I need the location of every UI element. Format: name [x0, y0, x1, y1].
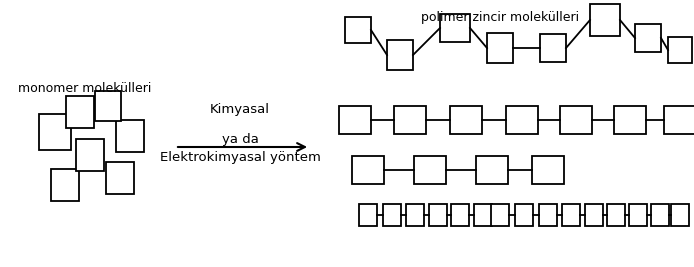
Bar — [406, 204, 424, 226]
Bar — [590, 4, 620, 36]
Bar — [532, 156, 564, 184]
Bar — [51, 169, 79, 201]
Bar — [339, 106, 371, 134]
Bar — [539, 204, 557, 226]
Bar — [387, 40, 413, 70]
Bar — [562, 204, 580, 226]
Bar — [474, 204, 492, 226]
Bar — [487, 33, 513, 63]
Bar — [450, 106, 482, 134]
Bar — [359, 204, 377, 226]
Bar — [585, 204, 603, 226]
Text: Kimyasal: Kimyasal — [210, 104, 270, 116]
Bar — [345, 17, 371, 43]
Bar — [668, 37, 692, 63]
Bar — [491, 204, 509, 226]
Bar — [352, 156, 384, 184]
Bar — [106, 162, 134, 194]
Text: ya da: ya da — [221, 134, 258, 147]
Bar — [383, 204, 401, 226]
Text: polimer zincir molekülleri: polimer zincir molekülleri — [421, 11, 579, 25]
Bar — [629, 204, 647, 226]
Bar — [614, 106, 646, 134]
Bar — [506, 106, 538, 134]
Bar — [429, 204, 447, 226]
Text: Elektrokimyasal yöntem: Elektrokimyasal yöntem — [160, 151, 321, 164]
Text: monomer molekülleri: monomer molekülleri — [18, 81, 151, 95]
Bar — [476, 156, 508, 184]
Bar — [414, 156, 446, 184]
Bar — [515, 204, 533, 226]
Bar — [540, 34, 566, 62]
Bar — [116, 120, 144, 152]
Bar — [651, 204, 669, 226]
Bar — [394, 106, 426, 134]
Bar — [635, 24, 661, 52]
Bar — [671, 204, 689, 226]
Bar — [76, 139, 104, 171]
Bar — [560, 106, 592, 134]
Bar — [451, 204, 469, 226]
Bar — [66, 96, 94, 128]
Bar — [664, 106, 694, 134]
Bar — [39, 114, 71, 150]
Bar — [440, 14, 470, 42]
Bar — [607, 204, 625, 226]
Bar — [95, 91, 121, 121]
